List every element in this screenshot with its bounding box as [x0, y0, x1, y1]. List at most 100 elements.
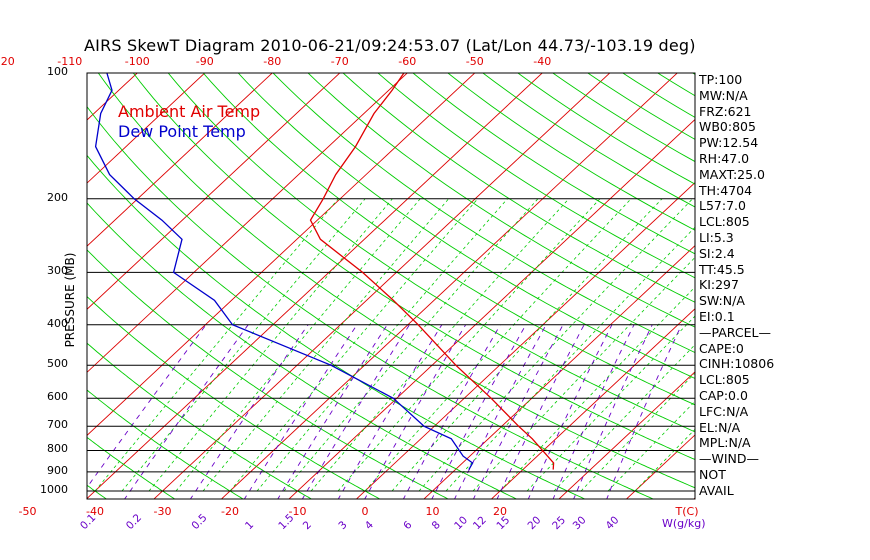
sounding-index-item: CAP:0.0 [699, 388, 748, 403]
bottom-temperature-tick-label: -50 [18, 505, 37, 518]
isotherm-line [288, 118, 695, 499]
sounding-index-item: EI:0.1 [699, 309, 735, 324]
moist-adiabat-line [337, 198, 601, 492]
dry-adiabat-line [87, 249, 450, 499]
dry-adiabat-line [377, 73, 695, 279]
dry-adiabat-line [87, 202, 518, 499]
isotherm-line [87, 73, 408, 373]
pressure-tick-label: 100 [47, 65, 68, 78]
top-temperature-tick-label: -120 [0, 55, 15, 68]
pressure-tick-label: 800 [47, 442, 68, 456]
mixing-ratio-line [402, 324, 501, 499]
legend-ambient-air-temp: Ambient Air Temp [118, 102, 261, 121]
dry-adiabat-line [87, 106, 655, 499]
sounding-index-item: LCL:805 [699, 372, 750, 388]
mixing-ratio-line [606, 324, 683, 499]
mixing-ratio-line [87, 324, 207, 489]
top-temperature-tick-label: -70 [330, 55, 349, 68]
mixing-ratio-label: 10 [452, 514, 470, 532]
sounding-index-item: SI:2.4 [699, 245, 735, 261]
mixing-ratio-label: 2 [301, 519, 314, 532]
bottom-temperature-tick-label: -10 [288, 505, 307, 518]
sounding-index-item: TH:4704 [699, 182, 753, 198]
mixing-ratio-label: 1 [243, 519, 256, 532]
moist-adiabat-line [553, 344, 695, 492]
dry-adiabat-line [87, 154, 586, 499]
mixing-ratio-label: 0.2 [124, 512, 144, 532]
mixing-ratio-line [364, 324, 467, 499]
x-axis-label: T(C) [675, 505, 699, 518]
dry-adiabat-line [87, 484, 108, 499]
sounding-index-item: RH:47.0 [699, 151, 750, 166]
bottom-temperature-tick-label: 10 [425, 505, 440, 518]
sounding-index-item: LCL:805 [699, 214, 750, 230]
sounding-index-item: SW:N/A [699, 293, 745, 309]
plot-frame [86, 72, 696, 500]
mixing-ratio-label: 8 [430, 519, 443, 532]
bottom-temperature-tick-label: -40 [86, 505, 104, 518]
dry-adiabat-line [747, 64, 870, 500]
isotherm-line [87, 73, 273, 247]
mixing-ratio-label: 40 [604, 514, 622, 532]
dry-adiabat-line [87, 389, 244, 499]
mixing-ratio-line [454, 324, 547, 499]
dry-adiabat-line [447, 73, 695, 231]
mixing-ratio-line [124, 324, 249, 499]
top-temperature-tick-label: -90 [195, 55, 214, 68]
bottom-temperature-tick-label: -20 [221, 505, 239, 518]
mixing-ratio-line [552, 324, 635, 499]
sounding-index-item: LFC:N/A [699, 403, 749, 419]
sounding-index-item: EL:N/A [699, 419, 741, 435]
top-temperature-tick-label: -100 [124, 55, 150, 68]
isotherm-line [558, 371, 695, 499]
sounding-index-item: MAXT:25.0 [699, 166, 765, 182]
dry-adiabat-line [87, 436, 176, 499]
mixing-ratio-line [243, 324, 358, 499]
sounding-index-item: MW:N/A [699, 87, 748, 103]
moist-adiabat-line [148, 198, 393, 492]
isotherm-line [153, 73, 611, 499]
moist-adiabat-line [256, 198, 508, 492]
isotherm-line [87, 73, 341, 310]
sounding-index-item: NOT [699, 467, 726, 482]
dew-point-profile [94, 73, 474, 470]
mixing-ratio-label: 3 [336, 519, 349, 532]
legend-dew-point-temp: Dew Point Temp [118, 122, 246, 141]
mixing-ratio-label: 6 [401, 519, 414, 532]
moist-adiabat-line [634, 428, 695, 492]
dry-adiabat-line [307, 73, 695, 328]
bottom-temperature-tick-label: 0 [361, 505, 369, 518]
dry-adiabat-line [237, 73, 695, 379]
top-temperature-tick-label: -110 [57, 55, 83, 68]
sounding-index-item: L57:7.0 [699, 198, 746, 214]
sounding-profiles [94, 73, 555, 470]
sounding-index-item: AVAIL [699, 482, 734, 498]
bottom-temperature-tick-label: -30 [153, 505, 172, 518]
isotherm-line [87, 73, 543, 499]
dry-adiabat-line [202, 73, 695, 406]
isotherm-line [355, 181, 695, 499]
isotherm-line [0, 64, 12, 500]
chart-title: AIRS SkewT Diagram 2010-06-21/09:24:53.0… [84, 36, 696, 55]
sounding-index-item: MPL:N/A [699, 435, 751, 451]
mixing-ratio-line [337, 324, 443, 499]
mixing-ratio-line [496, 324, 585, 499]
sounding-index-item: —WIND— [699, 451, 760, 467]
moist-adiabat-line [418, 198, 693, 492]
dry-adiabat-line [342, 73, 695, 303]
sounding-index-item: LI:5.3 [699, 230, 734, 245]
bottom-temperature-tick-label: 20 [493, 505, 507, 518]
mixing-ratio-line [431, 324, 527, 499]
moist-adiabat-line [364, 198, 632, 492]
sounding-index-item: —PARCEL— [699, 324, 771, 340]
pressure-tick-label: 900 [47, 463, 68, 477]
mixing-ratio-line [277, 324, 388, 499]
moist-adiabat-line [445, 226, 695, 492]
top-temperature-tick-label: -80 [263, 55, 282, 68]
moist-adiabat-line [607, 400, 695, 492]
dry-adiabat-line [272, 73, 695, 354]
isotherm-line [423, 245, 695, 499]
isotherm-line [87, 73, 476, 437]
pressure-tick-label: 700 [47, 418, 68, 432]
top-temperature-tick-label: -40 [533, 55, 552, 68]
